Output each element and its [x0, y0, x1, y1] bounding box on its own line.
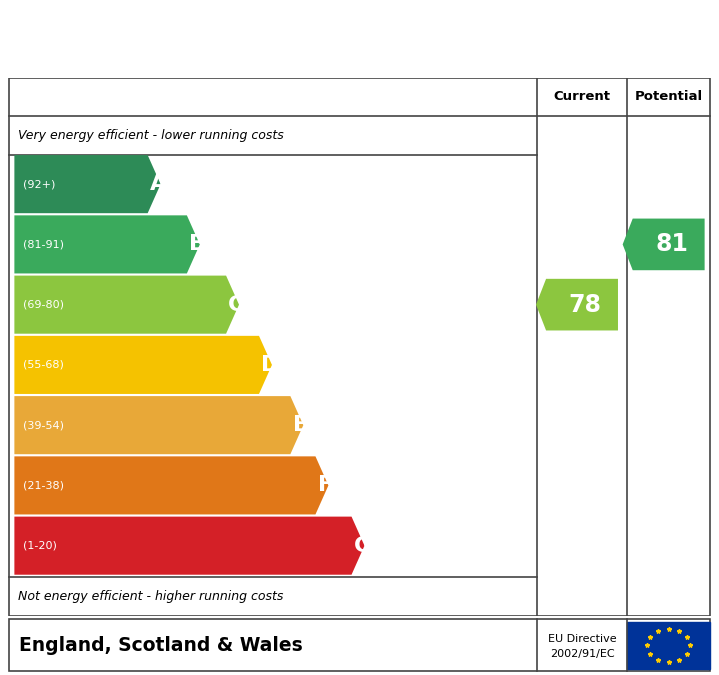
Text: D: D [261, 355, 280, 375]
Text: Energy Efficiency Rating: Energy Efficiency Rating [16, 25, 418, 53]
Polygon shape [536, 279, 618, 331]
Polygon shape [14, 456, 329, 514]
Text: 78: 78 [569, 293, 601, 317]
Text: Very energy efficient - lower running costs: Very energy efficient - lower running co… [18, 129, 284, 142]
Text: Current: Current [554, 90, 610, 103]
Text: (21-38): (21-38) [23, 481, 64, 491]
Polygon shape [14, 396, 303, 454]
Text: (69-80): (69-80) [23, 300, 64, 310]
Text: 2002/91/EC: 2002/91/EC [550, 649, 614, 659]
Text: 81: 81 [655, 232, 688, 256]
Text: (1-20): (1-20) [23, 541, 57, 551]
Text: Not energy efficient - higher running costs: Not energy efficient - higher running co… [18, 590, 283, 603]
Text: (92+): (92+) [23, 179, 55, 189]
Polygon shape [14, 215, 200, 273]
Text: F: F [318, 475, 333, 495]
Text: C: C [228, 295, 244, 315]
Text: England, Scotland & Wales: England, Scotland & Wales [19, 636, 303, 655]
Polygon shape [623, 219, 705, 270]
Text: (81-91): (81-91) [23, 240, 64, 249]
Text: Potential: Potential [635, 90, 702, 103]
Text: B: B [189, 234, 206, 254]
Text: (55-68): (55-68) [23, 360, 64, 370]
Polygon shape [14, 516, 365, 574]
Text: A: A [150, 174, 167, 194]
Text: (39-54): (39-54) [23, 420, 64, 430]
Text: G: G [354, 536, 372, 556]
Bar [627, 622, 710, 669]
Bar [9, 619, 710, 672]
Text: E: E [293, 415, 308, 435]
Text: EU Directive: EU Directive [548, 634, 616, 645]
Polygon shape [14, 155, 160, 213]
Polygon shape [14, 336, 272, 394]
Polygon shape [14, 275, 239, 333]
